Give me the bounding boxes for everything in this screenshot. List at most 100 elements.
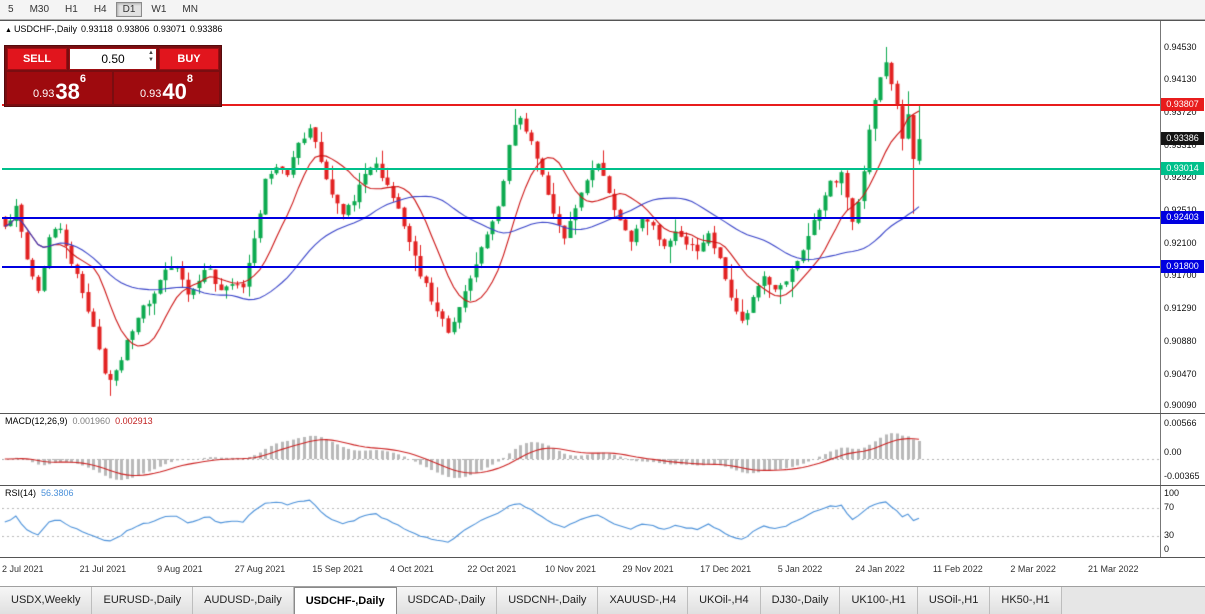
price-badge-0.93807: 0.93807 — [1161, 98, 1204, 112]
macd-indicator-panel: MACD(12,26,9) 0.001960 0.002913 0.00566 0.0… — [0, 413, 1205, 485]
date-label: 10 Nov 2021 — [544, 564, 597, 574]
rsi-axis-tick: 30 — [1164, 530, 1175, 540]
rsi-axis — [1160, 486, 1205, 557]
sell-button[interactable]: SELL — [7, 48, 67, 70]
level-line-0.93807[interactable] — [2, 104, 1160, 107]
price-axis-tick: 0.90090 — [1164, 399, 1197, 410]
volume-value[interactable]: 0.50 — [101, 52, 125, 66]
timeframe-h4[interactable]: H4 — [93, 4, 107, 15]
price-badge-0.93014: 0.93014 — [1161, 162, 1204, 176]
rsi-canvas[interactable] — [2, 487, 1160, 557]
buy-button[interactable]: BUY — [159, 48, 219, 70]
timeframe-toolbar: 5 M30 H1 H4 D1 W1 MN — [0, 0, 1205, 20]
collapse-panel-icon[interactable]: ▲ — [5, 27, 12, 34]
level-line-0.92403[interactable] — [2, 217, 1160, 220]
macd-axis-tick: -0.00365 — [1164, 471, 1200, 481]
price-axis-tick: 0.91700 — [1164, 270, 1197, 281]
volume-down-arrow-icon[interactable]: ▼ — [148, 57, 154, 63]
price-axis-tick: 0.90470 — [1164, 369, 1197, 380]
macd-axis — [1160, 414, 1205, 485]
sell-price-pips: 38 — [55, 79, 80, 104]
date-label: 5 Jan 2022 — [777, 564, 823, 574]
time-axis: 2 Jul 2021 21 Jul 2021 9 Aug 2021 27 Aug 20… — [0, 557, 1205, 586]
main-chart-panel: ▲ USDCHF-,Daily 0.93118 0.93806 0.93071 0.933… — [0, 20, 1205, 413]
tab-usdcnh-daily[interactable]: USDCNH-,Daily — [497, 587, 599, 614]
price-axis-tick: 0.92100 — [1164, 237, 1197, 248]
price-badge-0.92403: 0.92403 — [1161, 211, 1204, 225]
date-label: 2 Mar 2022 — [1010, 564, 1056, 574]
tab-usoil-h1[interactable]: USOil-,H1 — [917, 587, 991, 614]
date-label: 21 Mar 2022 — [1087, 564, 1139, 574]
tab-usdx-weekly[interactable]: USDX,Weekly — [0, 587, 93, 614]
chart-symbol-label: USDCHF-,Daily — [13, 24, 77, 34]
timeframe-5[interactable]: 5 — [8, 4, 14, 15]
one-click-trading-panel: SELL 0.50 ▲ ▼ BUY 0.93 38 6 0.93 40 8 — [4, 45, 222, 107]
tab-usdcad-daily[interactable]: USDCAD-,Daily — [396, 587, 498, 614]
buy-price-display[interactable]: 0.93 40 8 — [114, 72, 219, 104]
chart-tabs-bar: USDX,Weekly EURUSD-,Daily AUDUSD-,Daily USD… — [0, 586, 1205, 614]
ohlc-high: 0.93806 — [116, 24, 150, 34]
timeframe-m30[interactable]: M30 — [29, 4, 50, 15]
macd-name: MACD(12,26,9) — [5, 416, 68, 426]
timeframe-d1[interactable]: D1 — [115, 2, 143, 17]
price-axis-tick: 0.91290 — [1164, 303, 1197, 314]
timeframe-h1[interactable]: H1 — [65, 4, 78, 15]
date-label: 22 Oct 2021 — [467, 564, 517, 574]
date-label: 4 Oct 2021 — [389, 564, 434, 574]
level-line-0.93014[interactable] — [2, 168, 1160, 171]
price-axis-tick: 0.92510 — [1164, 204, 1197, 215]
date-label: 9 Aug 2021 — [157, 564, 203, 574]
tab-uk100-h1[interactable]: UK100-,H1 — [840, 587, 918, 614]
date-label: 24 Jan 2022 — [855, 564, 905, 574]
sell-price-point: 6 — [79, 73, 87, 85]
date-label: 2 Jul 2021 — [2, 564, 44, 574]
price-axis-tick: 0.94530 — [1164, 41, 1197, 52]
rsi-axis-tick: 0 — [1164, 544, 1170, 554]
rsi-axis-tick: 70 — [1164, 502, 1175, 512]
macd-label: MACD(12,26,9) 0.001960 0.002913 — [5, 416, 158, 426]
rsi-indicator-panel: RSI(14) 56.3806 100 70 30 0 — [0, 485, 1205, 557]
rsi-axis-tick: 100 — [1164, 488, 1180, 498]
tab-audusd-daily[interactable]: AUDUSD-,Daily — [193, 587, 294, 614]
date-label: 21 Jul 2021 — [79, 564, 127, 574]
price-axis-tick: 0.93310 — [1164, 140, 1197, 151]
sell-price-prefix: 0.93 — [32, 88, 55, 100]
tab-dj30-daily[interactable]: DJ30-,Daily — [760, 587, 841, 614]
price-badge-0.93386: 0.93386 — [1161, 132, 1204, 146]
ohlc-close: 0.93386 — [189, 24, 223, 34]
volume-up-arrow-icon[interactable]: ▲ — [148, 50, 154, 56]
level-line-0.91800[interactable] — [2, 265, 1160, 268]
rsi-name: RSI(14) — [5, 488, 37, 498]
macd-canvas[interactable] — [2, 415, 1160, 485]
date-label: 11 Feb 2022 — [932, 564, 983, 574]
date-label: 17 Dec 2021 — [700, 564, 752, 574]
volume-spinner-arrows: ▲ ▼ — [148, 50, 154, 64]
tab-hk50-h1[interactable]: HK50-,H1 — [990, 587, 1062, 614]
price-axis-tick: 0.92920 — [1164, 171, 1197, 182]
ohlc-open: 0.93118 — [80, 24, 113, 34]
chart-ohlc-header: ▲ USDCHF-,Daily 0.93118 0.93806 0.93071 0.933… — [5, 24, 226, 34]
price-axis-tick: 0.90880 — [1164, 336, 1197, 347]
buy-price-prefix: 0.93 — [139, 88, 162, 100]
rsi-label: RSI(14) 56.3806 — [5, 488, 79, 498]
sell-price-display[interactable]: 0.93 38 6 — [7, 72, 112, 104]
tab-usdchf-daily[interactable]: USDCHF-,Daily — [293, 587, 397, 614]
macd-axis-tick: 0.00 — [1164, 447, 1182, 457]
date-label: 27 Aug 2021 — [234, 564, 286, 574]
date-label: 29 Nov 2021 — [622, 564, 674, 574]
tab-xauusd-h4[interactable]: XAUUSD-,H4 — [598, 587, 689, 614]
buy-price-pips: 40 — [162, 79, 187, 104]
tab-ukoil-h4[interactable]: UKOil-,H4 — [688, 587, 761, 614]
timeframe-mn[interactable]: MN — [182, 4, 198, 15]
price-axis-tick: 0.94130 — [1164, 74, 1197, 85]
tab-eurusd-daily[interactable]: EURUSD-,Daily — [92, 587, 194, 614]
timeframe-w1[interactable]: W1 — [151, 4, 167, 15]
volume-spinner[interactable]: 0.50 ▲ ▼ — [69, 48, 157, 70]
macd-axis-tick: 0.00566 — [1164, 418, 1197, 428]
macd-signal-value: 0.002913 — [115, 416, 153, 426]
rsi-value: 56.3806 — [41, 488, 74, 498]
macd-main-value: 0.001960 — [72, 416, 111, 426]
ohlc-low: 0.93071 — [153, 24, 186, 34]
price-badge-0.91800: 0.91800 — [1161, 259, 1204, 273]
date-label: 15 Sep 2021 — [312, 564, 364, 574]
